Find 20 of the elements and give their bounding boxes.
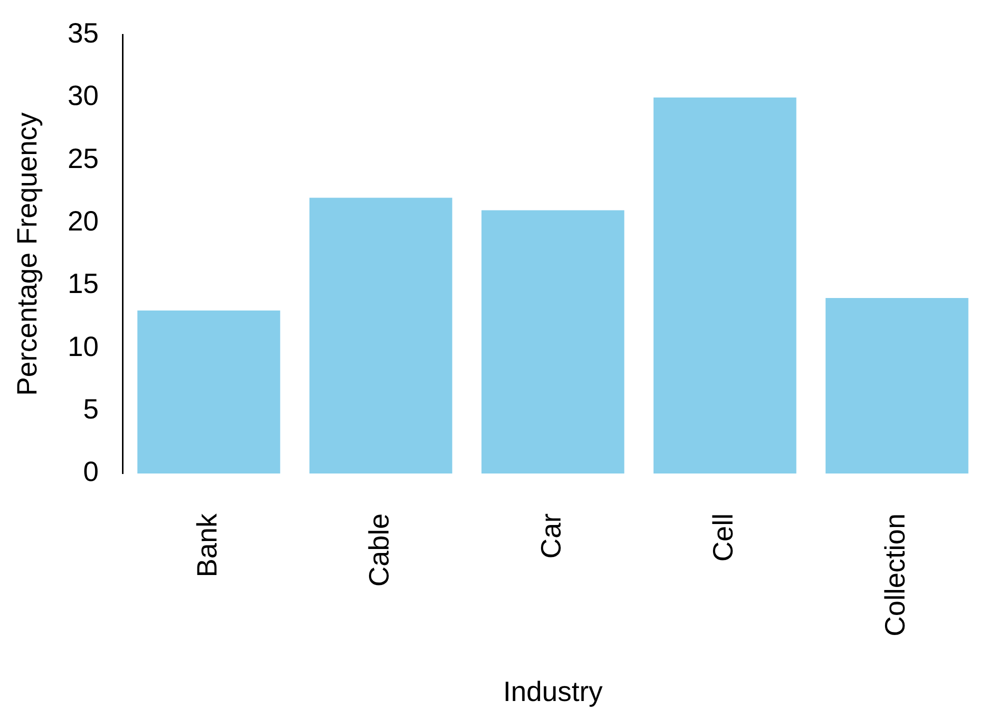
bar [481, 210, 624, 474]
y-tick-label: 20 [68, 206, 99, 237]
x-tick-label: Cell [708, 513, 739, 562]
x-tick-label: Cable [364, 513, 395, 587]
bar [826, 298, 968, 474]
bar [654, 97, 796, 474]
y-tick-label: 35 [68, 18, 99, 49]
x-tick-label: Collection [880, 513, 911, 636]
y-tick-label: 0 [83, 456, 99, 488]
x-axis-title: Industry [503, 676, 603, 707]
y-tick-label: 25 [68, 142, 99, 174]
y-tick-label: 10 [68, 330, 99, 362]
y-axis-title: Percentage Frequency [12, 112, 43, 396]
y-tick-label: 5 [83, 394, 99, 425]
y-tick-label: 15 [68, 268, 99, 300]
bar [137, 310, 280, 474]
bar [309, 198, 452, 474]
y-tick-label: 30 [68, 80, 99, 112]
x-tick-label: Car [536, 513, 567, 559]
x-tick-label: Bank [191, 512, 222, 578]
